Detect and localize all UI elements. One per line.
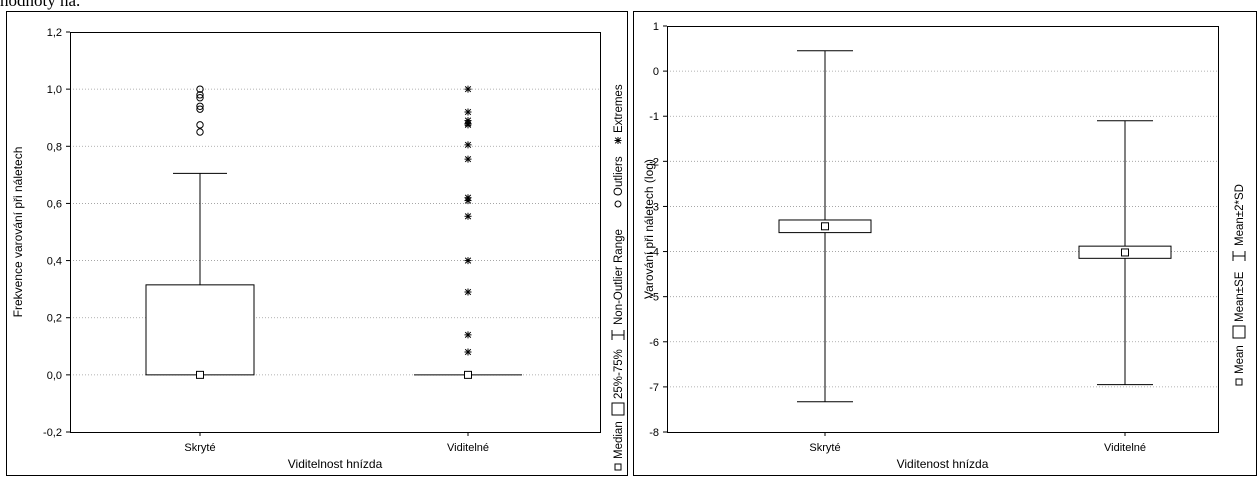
boxplot-box-0: [145, 284, 255, 376]
chart0-legend-label: Extremes: [613, 84, 625, 133]
boxplot-median-marker-1: [464, 370, 472, 379]
chart0-legend-label: Median: [613, 421, 625, 459]
chart1-xtick-label: Viditelné: [1104, 442, 1146, 454]
boxplot-outlier-point: [196, 128, 204, 136]
chart0-legend-symbol: [614, 200, 622, 208]
boxplot-extreme-point: [464, 288, 472, 296]
chart1-x-axis-title: Viditenost hnízda: [897, 457, 989, 471]
boxplot-extreme-point: [464, 212, 472, 220]
boxplot-median-marker-0: [196, 370, 204, 379]
chart1-ytick-label: -3: [649, 201, 659, 213]
chart0-ytick-label: -0,2: [43, 427, 62, 439]
chart1-ytick-label: -8: [649, 427, 659, 439]
chart1-ytick-label: -7: [649, 382, 659, 394]
chart1-legend-label: Mean: [1234, 345, 1246, 374]
chart0-xtick-label: Skryté: [184, 442, 215, 454]
chart0-legend-label: Outliers: [613, 156, 625, 196]
chart0-legend-label: 25%-75%: [613, 349, 625, 399]
boxplot-extreme-point: [464, 108, 472, 116]
boxplot-outlier-point: [196, 102, 204, 110]
chart0-legend-label: Non-Outlier Range: [613, 229, 625, 325]
boxplot-extreme-point: [464, 117, 472, 125]
chart1-ytick-label: -5: [649, 292, 659, 304]
boxplot-extreme-point: [464, 348, 472, 356]
chart0-ytick-label: 1,2: [47, 27, 62, 39]
boxplot-outlier-point: [196, 91, 204, 99]
chart1-ytick-label: -1: [649, 111, 659, 123]
chart0-legend-symbol: [614, 137, 622, 144]
chart0-ytick-label: 0,4: [47, 256, 62, 268]
boxplot-outlier-point: [196, 85, 204, 93]
chart1-legend-symbol: [1232, 251, 1246, 261]
boxplot-outlier-point: [196, 121, 204, 129]
chart1-ytick-label: -6: [649, 337, 659, 349]
chart1-y-axis-title: Varování při náletech (log): [642, 159, 656, 299]
page-top-text: hodnoty na.: [0, 0, 81, 10]
chart0-legend-symbol: [614, 463, 622, 471]
chart0-legend-symbol: [611, 402, 625, 416]
chart0-ytick-label: 0,2: [47, 313, 62, 325]
chart0-plot-area: [70, 32, 601, 433]
boxplot-outlier-point: [196, 94, 204, 102]
boxplot-extreme-point: [464, 141, 472, 149]
errorbar-mean-marker-1: [1121, 248, 1129, 257]
boxplot-outlier-point: [196, 105, 204, 113]
chart0-y-axis-title: Frekvence varování při náletech: [11, 147, 25, 318]
chart1-legend: Mean Mean±SE Mean±2*SD: [1232, 184, 1246, 386]
chart0-frame: [6, 11, 628, 476]
chart0-ytick-label: 0,6: [47, 198, 62, 210]
boxplot-extreme-point: [464, 331, 472, 339]
chart1-legend-label: Mean±SE: [1234, 271, 1246, 322]
chart1-ytick-label: 1: [653, 21, 659, 33]
chart1-ytick-label: -4: [649, 247, 659, 259]
chart0-ytick-label: 0,0: [47, 370, 62, 382]
errorbar-mean-marker-0: [821, 222, 829, 231]
chart1-ytick-label: 0: [653, 66, 659, 78]
chart0-legend: Median 25%-75% Non-Outlier Range Outliers Ex…: [611, 84, 625, 471]
boxplot-extreme-point: [464, 194, 472, 202]
chart1-frame: [633, 11, 1257, 476]
chart0-xtick-label: Viditelné: [447, 442, 489, 454]
chart0-x-axis-title: Viditelnost hnízda: [288, 457, 383, 471]
chart1-plot-area: [667, 26, 1219, 433]
chart1-legend-symbol: [1235, 378, 1243, 386]
chart1-ytick-label: -2: [649, 156, 659, 168]
chart0-legend-symbol: [611, 330, 625, 340]
chart0-ytick-label: 0,8: [47, 141, 62, 153]
boxplot-extreme-point: [464, 155, 472, 163]
chart1-legend-label: Mean±2*SD: [1234, 184, 1246, 246]
chart0-ytick-label: 1,0: [47, 84, 62, 96]
chart1-xtick-label: Skryté: [809, 442, 840, 454]
chart1-legend-symbol: [1232, 325, 1246, 339]
boxplot-extreme-point: [464, 257, 472, 265]
boxplot-extreme-point: [464, 85, 472, 93]
